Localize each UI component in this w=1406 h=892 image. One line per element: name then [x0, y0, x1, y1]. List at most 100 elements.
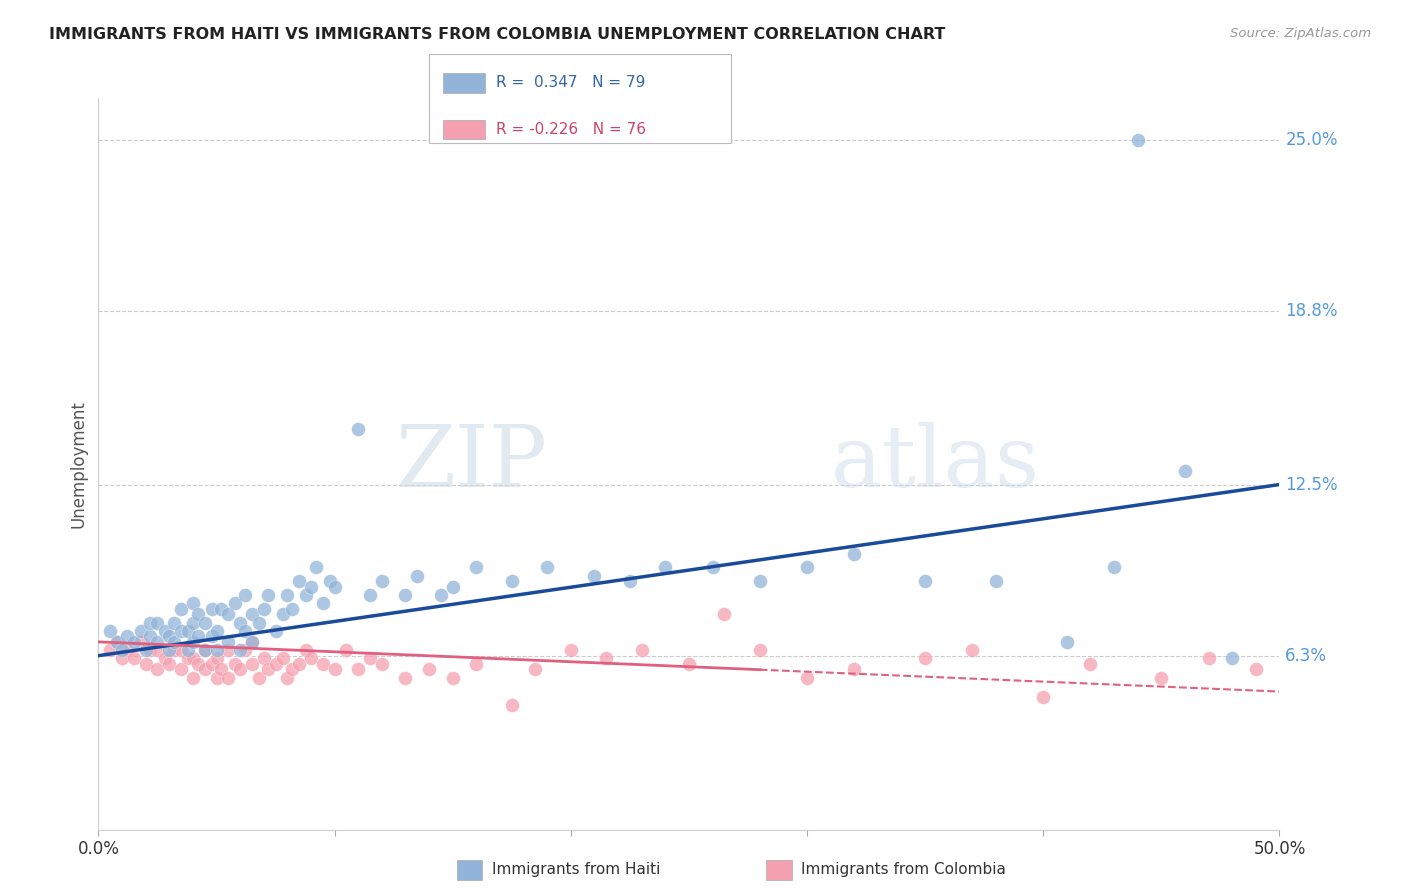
Point [163, 615, 186, 630]
Point [146, 615, 169, 630]
Point [984, 574, 1007, 589]
Point [181, 596, 204, 610]
Point [177, 651, 200, 665]
Point [217, 607, 239, 622]
Point [217, 671, 239, 685]
Point [146, 663, 169, 677]
Point [163, 635, 186, 649]
Point [654, 560, 676, 574]
Point [205, 624, 228, 638]
Point [796, 560, 818, 574]
Point [129, 624, 152, 638]
Point [1126, 132, 1149, 146]
Point [560, 643, 582, 657]
Point [1102, 560, 1125, 574]
Point [501, 698, 523, 713]
Point [98, 643, 121, 657]
Point [319, 574, 342, 589]
Point [1362, 690, 1385, 704]
Point [347, 663, 370, 677]
Point [115, 629, 138, 643]
Point [371, 657, 394, 671]
Text: Immigrants from Colombia: Immigrants from Colombia [801, 863, 1007, 877]
Point [170, 601, 193, 615]
Point [229, 663, 252, 677]
Point [914, 651, 936, 665]
Text: 12.5%: 12.5% [1285, 475, 1339, 493]
Point [146, 643, 169, 657]
Point [194, 663, 217, 677]
Point [748, 574, 770, 589]
Text: ZIP: ZIP [395, 422, 547, 506]
Point [702, 560, 724, 574]
Point [359, 651, 381, 665]
Text: R = -0.226   N = 76: R = -0.226 N = 76 [496, 122, 647, 136]
Point [122, 635, 145, 649]
Point [1056, 635, 1078, 649]
Point [170, 643, 193, 657]
Text: atlas: atlas [831, 422, 1040, 506]
Point [1244, 663, 1267, 677]
Point [312, 596, 335, 610]
Point [295, 588, 318, 602]
Point [194, 643, 217, 657]
Point [201, 657, 224, 671]
Point [224, 657, 246, 671]
Point [406, 568, 429, 582]
Point [1220, 651, 1243, 665]
Point [536, 560, 558, 574]
Point [288, 657, 311, 671]
Point [153, 624, 176, 638]
Point [209, 601, 232, 615]
Point [253, 601, 276, 615]
Point [163, 643, 186, 657]
Point [98, 624, 121, 638]
Text: IMMIGRANTS FROM HAITI VS IMMIGRANTS FROM COLOMBIA UNEMPLOYMENT CORRELATION CHART: IMMIGRANTS FROM HAITI VS IMMIGRANTS FROM… [49, 27, 946, 42]
Point [630, 643, 652, 657]
Point [217, 635, 239, 649]
Text: Immigrants from Haiti: Immigrants from Haiti [492, 863, 661, 877]
Point [1339, 671, 1361, 685]
Point [678, 657, 700, 671]
Point [347, 422, 370, 436]
Point [170, 624, 193, 638]
Point [177, 643, 200, 657]
Point [713, 607, 735, 622]
Point [299, 651, 322, 665]
Point [217, 643, 239, 657]
Point [115, 643, 138, 657]
Text: Source: ZipAtlas.com: Source: ZipAtlas.com [1230, 27, 1371, 40]
Point [187, 607, 209, 622]
Point [181, 635, 204, 649]
Point [312, 657, 335, 671]
Point [224, 596, 246, 610]
Point [122, 651, 145, 665]
Point [430, 588, 453, 602]
Point [844, 663, 866, 677]
Point [418, 663, 440, 677]
Point [501, 574, 523, 589]
Point [139, 615, 162, 630]
Point [441, 671, 464, 685]
Point [247, 615, 270, 630]
Point [1080, 657, 1102, 671]
Point [181, 671, 204, 685]
Point [299, 580, 322, 594]
Point [914, 574, 936, 589]
Point [240, 657, 263, 671]
Text: 25.0%: 25.0% [1285, 130, 1339, 149]
Point [323, 580, 346, 594]
Point [201, 629, 224, 643]
Point [209, 663, 232, 677]
Point [305, 560, 328, 574]
Point [271, 607, 294, 622]
Point [359, 588, 381, 602]
Point [524, 663, 547, 677]
Point [105, 635, 128, 649]
Point [181, 615, 204, 630]
Point [281, 663, 304, 677]
Point [619, 574, 641, 589]
Point [111, 643, 134, 657]
Y-axis label: Unemployment: Unemployment [69, 400, 87, 528]
Text: R =  0.347   N = 79: R = 0.347 N = 79 [496, 76, 645, 90]
